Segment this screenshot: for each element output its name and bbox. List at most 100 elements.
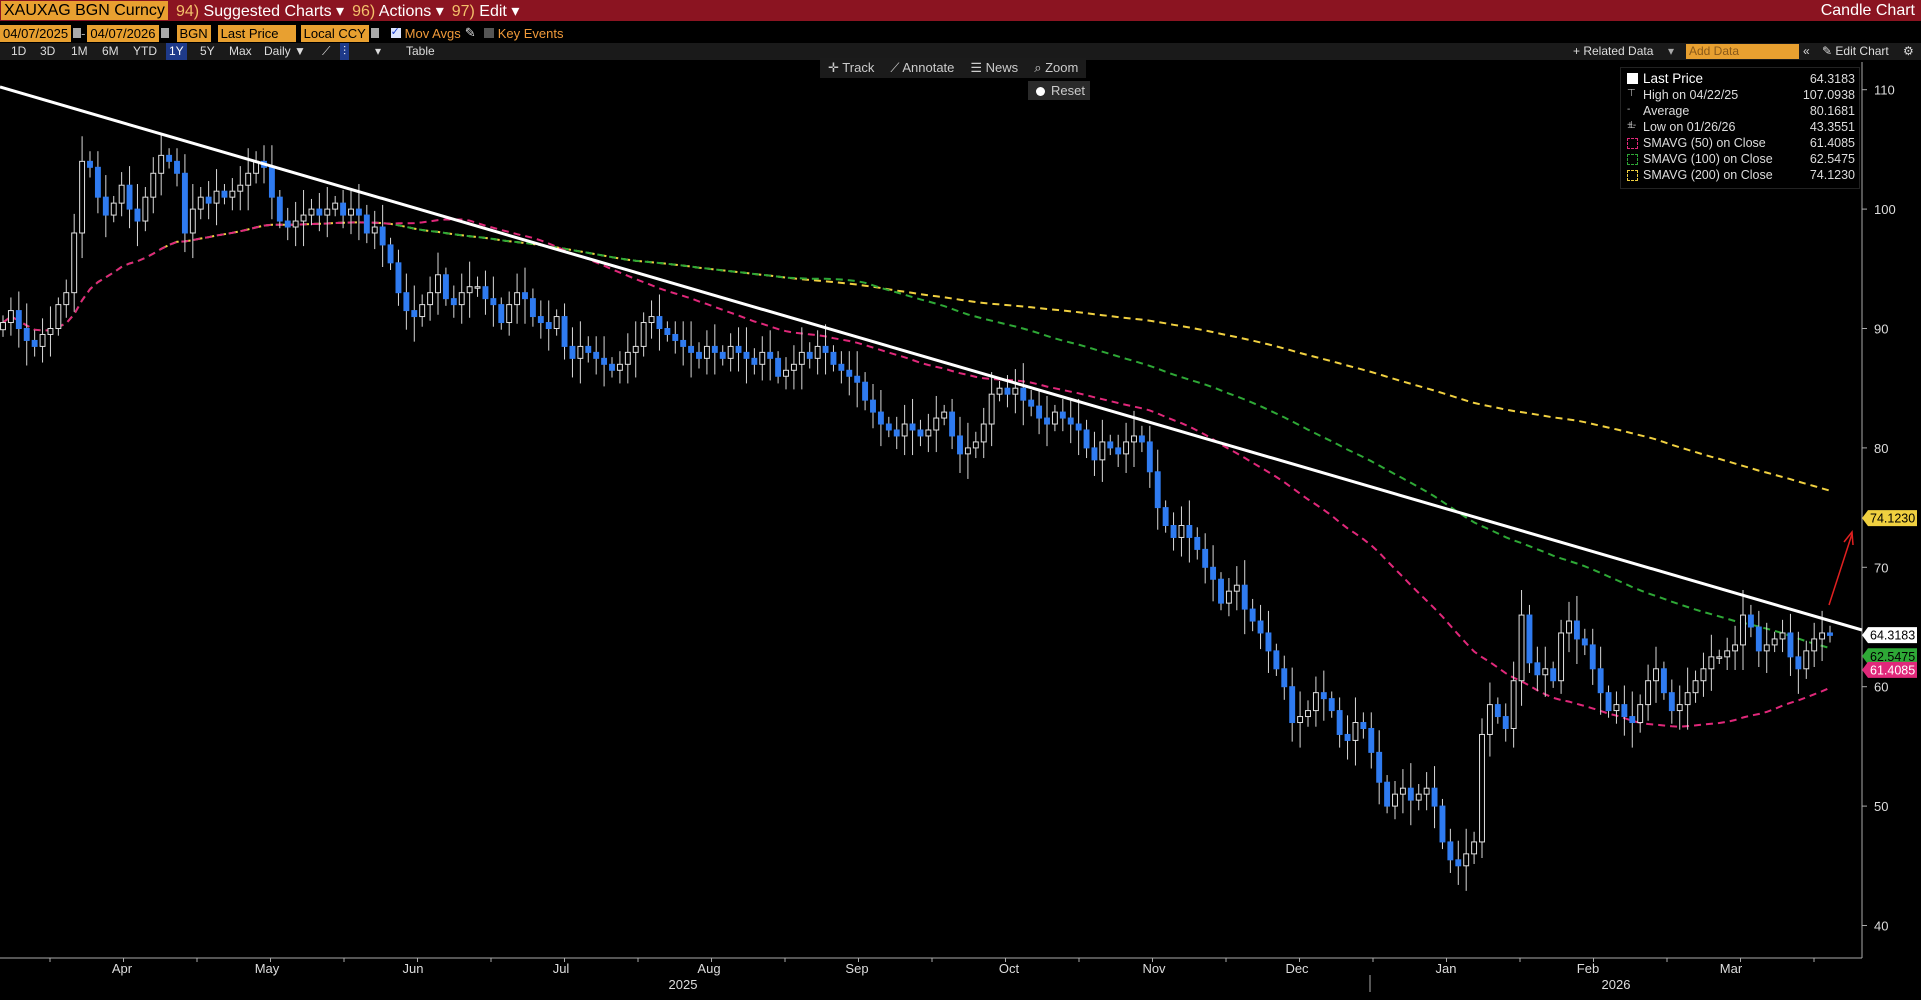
zoom-button[interactable]: ⌕ Zoom bbox=[1026, 58, 1086, 78]
candle-body bbox=[308, 208, 315, 216]
periodicity-dropdown[interactable]: Daily ▼ bbox=[264, 43, 306, 60]
key-events-checkbox[interactable] bbox=[483, 28, 494, 38]
y-tick-label: 100 bbox=[1874, 202, 1896, 217]
chevron-down-icon[interactable]: ▾ bbox=[375, 44, 382, 58]
field-selector[interactable]: Last Price bbox=[217, 24, 296, 42]
edit-chart-button[interactable]: ✎ Edit Chart bbox=[1822, 43, 1889, 60]
y-tick-label: 50 bbox=[1874, 799, 1888, 814]
range-max[interactable]: Max bbox=[229, 44, 252, 58]
candle-body bbox=[1051, 411, 1058, 425]
x-tick-label: Sep bbox=[845, 961, 868, 976]
candle-body bbox=[1708, 656, 1715, 670]
x-tick-label: May bbox=[255, 961, 280, 976]
annotate-label: Annotate bbox=[902, 60, 955, 75]
candle-body bbox=[1803, 650, 1810, 670]
candle-body bbox=[648, 316, 655, 324]
candle-body bbox=[1170, 525, 1177, 538]
x-tick-label: Jan bbox=[1436, 961, 1457, 976]
suggested-charts-menu[interactable]: 94) Suggested Charts ▾ bbox=[176, 1, 344, 21]
candle-body bbox=[395, 262, 402, 294]
candle-body bbox=[1162, 507, 1169, 527]
edit-menu[interactable]: 97) Edit ▾ bbox=[452, 1, 520, 21]
candle-body bbox=[1510, 680, 1517, 729]
candle-body bbox=[1518, 614, 1525, 682]
mov-avgs-checkbox[interactable] bbox=[390, 25, 401, 38]
actions-menu[interactable]: 96) Actions ▾ bbox=[352, 1, 444, 21]
candle-body bbox=[743, 351, 750, 359]
legend-value: 107.0938 bbox=[1802, 88, 1855, 102]
add-data-input[interactable]: Add Data bbox=[1686, 44, 1799, 59]
actions-number: 96) bbox=[352, 2, 376, 20]
candle-body bbox=[284, 220, 291, 228]
candle-body bbox=[427, 292, 434, 306]
x-tick-label: Dec bbox=[1285, 961, 1309, 976]
candle-body bbox=[1811, 638, 1818, 652]
end-date-field[interactable]: 04/07/2026 bbox=[87, 24, 159, 42]
candle-body bbox=[1320, 692, 1327, 700]
last-price-marker-label: 64.3183 bbox=[1870, 629, 1915, 643]
candle-body bbox=[403, 292, 410, 312]
table-button[interactable]: Table bbox=[406, 44, 435, 58]
candle-body bbox=[1123, 441, 1130, 455]
annotate-button[interactable]: ⟋ Annotate bbox=[882, 58, 962, 78]
candle-body bbox=[577, 345, 584, 359]
line-chart-icon[interactable]: ⟋ bbox=[322, 44, 331, 58]
dropdown-icon[interactable] bbox=[370, 28, 379, 38]
candle-body bbox=[1099, 441, 1106, 461]
range-1y[interactable]: 1Y bbox=[166, 43, 187, 60]
candle-body bbox=[1328, 698, 1335, 712]
candle-body bbox=[806, 351, 813, 359]
pencil-icon[interactable]: ✎ bbox=[464, 25, 476, 40]
legend-value: 61.4085 bbox=[1809, 136, 1855, 150]
source-field[interactable]: BGN bbox=[176, 24, 211, 42]
candle-body bbox=[1463, 853, 1470, 867]
candle-body bbox=[458, 292, 465, 306]
candle-body bbox=[862, 381, 869, 401]
gear-icon[interactable]: ⚙ bbox=[1903, 44, 1914, 58]
legend-label: High on 04/22/25 bbox=[1643, 88, 1739, 102]
y-tick-label: 110 bbox=[1874, 83, 1895, 98]
candle-body bbox=[814, 345, 821, 359]
chevron-down-icon: ▾ bbox=[336, 2, 345, 20]
periodicity-label: Daily bbox=[264, 44, 291, 58]
currency-selector[interactable]: Local CCY bbox=[300, 24, 369, 42]
arrow-head bbox=[1843, 530, 1854, 546]
chevron-down-icon[interactable]: ▾ bbox=[1668, 44, 1675, 58]
candle-body bbox=[941, 411, 948, 419]
trend-line bbox=[0, 85, 1863, 632]
candle-body bbox=[656, 316, 663, 329]
candle-body bbox=[672, 333, 679, 341]
candle-body bbox=[1091, 447, 1098, 461]
start-date-field[interactable]: 04/07/2025 bbox=[0, 24, 72, 42]
high-marker-icon: ⊤ bbox=[1627, 88, 1636, 99]
collapse-icon[interactable]: « bbox=[1803, 44, 1810, 58]
reset-button[interactable]: Reset bbox=[1028, 81, 1090, 100]
calendar-icon[interactable] bbox=[73, 28, 82, 38]
mov-avgs-label: Mov Avgs bbox=[404, 25, 461, 41]
candle-body bbox=[371, 226, 378, 234]
range-1m[interactable]: 1M bbox=[71, 44, 88, 58]
candle-body bbox=[933, 417, 940, 431]
range-ytd[interactable]: YTD bbox=[133, 44, 157, 58]
x-tick-label: Aug bbox=[697, 961, 720, 976]
range-5y[interactable]: 5Y bbox=[200, 44, 215, 58]
candle-body bbox=[292, 220, 299, 228]
track-button[interactable]: ✛ Track bbox=[820, 58, 882, 78]
candle-body bbox=[1399, 787, 1406, 795]
legend-value: 80.1681 bbox=[1809, 104, 1855, 118]
range-1d[interactable]: 1D bbox=[11, 44, 27, 58]
candle-body bbox=[205, 196, 212, 204]
candle-body bbox=[1115, 447, 1122, 455]
sma200-line bbox=[160, 221, 1831, 492]
candle-body bbox=[711, 345, 718, 353]
ticker-field[interactable]: XAUXAG BGN Curncy bbox=[1, 1, 168, 20]
related-data-button[interactable]: + Related Data bbox=[1573, 44, 1654, 58]
candle-chart-icon[interactable]: ⫶ bbox=[340, 43, 350, 60]
range-6m[interactable]: 6M bbox=[102, 44, 119, 58]
news-button[interactable]: ☰ News bbox=[962, 58, 1026, 78]
calendar-icon[interactable] bbox=[160, 28, 169, 38]
candle-body bbox=[1407, 787, 1414, 801]
range-3d[interactable]: 3D bbox=[40, 44, 56, 58]
candle-body bbox=[1202, 548, 1209, 568]
